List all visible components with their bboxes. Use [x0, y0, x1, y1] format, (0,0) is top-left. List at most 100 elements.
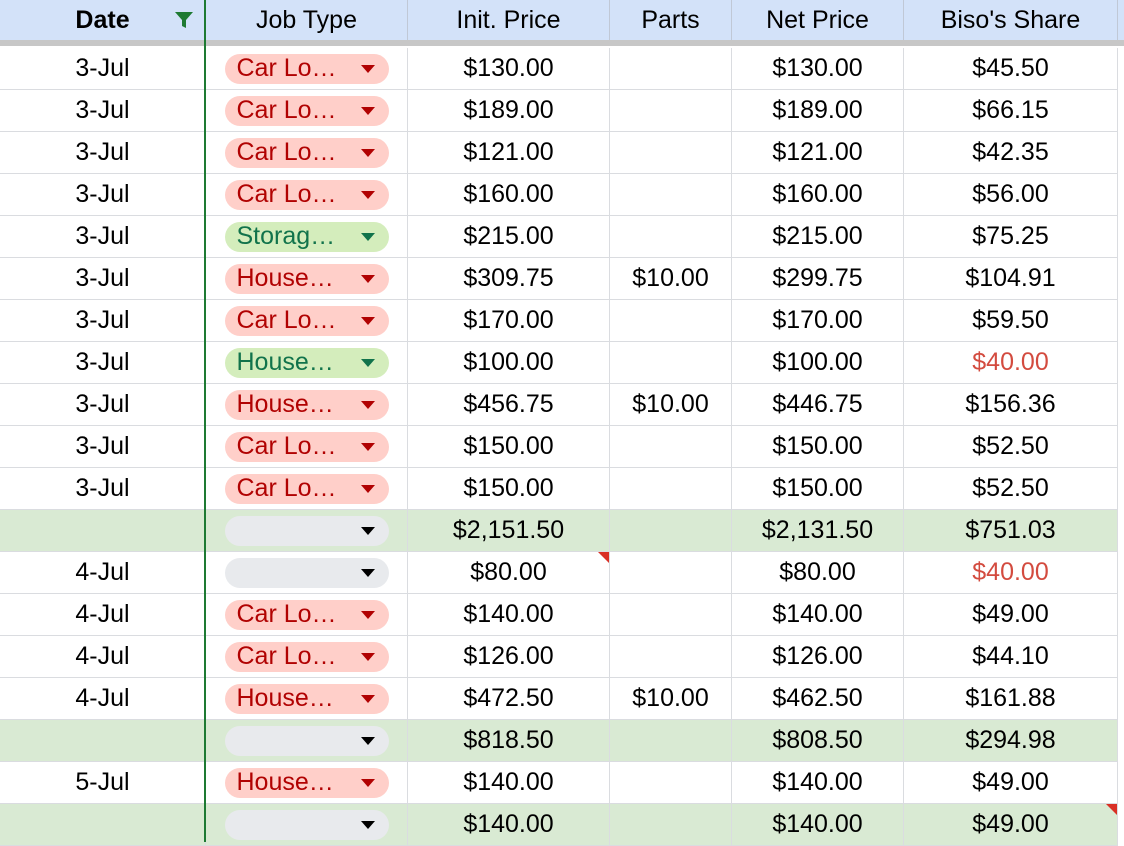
cell-bisos-share[interactable]: $56.00	[904, 174, 1118, 216]
cell-job-type[interactable]: Car Lo…	[206, 90, 408, 132]
cell-date[interactable]: 3-Jul	[0, 90, 206, 132]
job-type-dropdown[interactable]: House…	[224, 683, 389, 714]
chevron-down-icon[interactable]	[360, 316, 375, 325]
cell-job-type[interactable]: House…	[206, 342, 408, 384]
cell-job-type[interactable]: Car Lo…	[206, 468, 408, 510]
job-type-dropdown[interactable]: House…	[224, 347, 389, 378]
chevron-down-icon[interactable]	[360, 274, 375, 283]
cell-bisos-share[interactable]: $49.00	[904, 594, 1118, 636]
cell-date[interactable]: 3-Jul	[0, 216, 206, 258]
cell-bisos-share[interactable]: $75.25	[904, 216, 1118, 258]
cell-date[interactable]: 4-Jul	[0, 678, 206, 720]
job-type-dropdown[interactable]: Car Lo…	[224, 641, 389, 672]
cell-init-price[interactable]: $160.00	[408, 174, 610, 216]
cell-net-price[interactable]: $2,131.50	[732, 510, 904, 552]
chevron-down-icon[interactable]	[360, 526, 375, 535]
header-bisos-share[interactable]: Biso's Share	[904, 0, 1118, 40]
job-type-dropdown[interactable]: Car Lo…	[224, 179, 389, 210]
cell-date[interactable]: 3-Jul	[0, 132, 206, 174]
cell-init-price[interactable]: $215.00	[408, 216, 610, 258]
cell-net-price[interactable]: $170.00	[732, 300, 904, 342]
header-init-price[interactable]: Init. Price	[408, 0, 610, 40]
chevron-down-icon[interactable]	[360, 610, 375, 619]
cell-net-price[interactable]: $140.00	[732, 762, 904, 804]
chevron-down-icon[interactable]	[360, 358, 375, 367]
cell-net-price[interactable]: $150.00	[732, 426, 904, 468]
cell-parts[interactable]	[610, 468, 732, 510]
cell-date[interactable]: 3-Jul	[0, 300, 206, 342]
cell-parts[interactable]	[610, 216, 732, 258]
cell-init-price[interactable]: $2,151.50	[408, 510, 610, 552]
job-type-dropdown[interactable]: Car Lo…	[224, 137, 389, 168]
cell-job-type[interactable]	[206, 552, 408, 594]
cell-init-price[interactable]: $818.50	[408, 720, 610, 762]
cell-init-price[interactable]: $80.00	[408, 552, 610, 594]
cell-bisos-share[interactable]: $49.00	[904, 804, 1118, 846]
cell-parts[interactable]	[610, 720, 732, 762]
cell-net-price[interactable]: $80.00	[732, 552, 904, 594]
cell-net-price[interactable]: $130.00	[732, 48, 904, 90]
chevron-down-icon[interactable]	[360, 694, 375, 703]
cell-date[interactable]: 4-Jul	[0, 594, 206, 636]
cell-parts[interactable]	[610, 90, 732, 132]
header-job-type[interactable]: Job Type	[206, 0, 408, 40]
cell-init-price[interactable]: $130.00	[408, 48, 610, 90]
cell-init-price[interactable]: $150.00	[408, 426, 610, 468]
job-type-dropdown[interactable]: House…	[224, 263, 389, 294]
filter-icon[interactable]	[173, 9, 195, 31]
cell-init-price[interactable]: $309.75	[408, 258, 610, 300]
cell-init-price[interactable]: $170.00	[408, 300, 610, 342]
frozen-column-divider[interactable]	[204, 0, 206, 842]
job-type-dropdown[interactable]: House…	[224, 389, 389, 420]
cell-bisos-share[interactable]: $52.50	[904, 468, 1118, 510]
comment-marker-icon[interactable]	[1106, 804, 1117, 815]
cell-date[interactable]	[0, 804, 206, 846]
header-parts[interactable]: Parts	[610, 0, 732, 40]
cell-net-price[interactable]: $462.50	[732, 678, 904, 720]
cell-net-price[interactable]: $150.00	[732, 468, 904, 510]
cell-bisos-share[interactable]: $42.35	[904, 132, 1118, 174]
cell-init-price[interactable]: $100.00	[408, 342, 610, 384]
job-type-dropdown[interactable]: Car Lo…	[224, 53, 389, 84]
cell-parts[interactable]	[610, 132, 732, 174]
cell-parts[interactable]	[610, 426, 732, 468]
cell-job-type[interactable]: Car Lo…	[206, 132, 408, 174]
cell-net-price[interactable]: $140.00	[732, 594, 904, 636]
cell-date[interactable]: 3-Jul	[0, 342, 206, 384]
cell-bisos-share[interactable]: $40.00	[904, 552, 1118, 594]
cell-net-price[interactable]: $126.00	[732, 636, 904, 678]
chevron-down-icon[interactable]	[360, 736, 375, 745]
cell-parts[interactable]: $10.00	[610, 384, 732, 426]
job-type-dropdown[interactable]: Car Lo…	[224, 431, 389, 462]
cell-date[interactable]: 3-Jul	[0, 426, 206, 468]
cell-job-type[interactable]: House…	[206, 678, 408, 720]
cell-job-type[interactable]: House…	[206, 762, 408, 804]
cell-init-price[interactable]: $456.75	[408, 384, 610, 426]
cell-bisos-share[interactable]: $52.50	[904, 426, 1118, 468]
cell-bisos-share[interactable]: $294.98	[904, 720, 1118, 762]
cell-parts[interactable]: $10.00	[610, 678, 732, 720]
header-net-price[interactable]: Net Price	[732, 0, 904, 40]
cell-parts[interactable]	[610, 804, 732, 846]
cell-date[interactable]: 4-Jul	[0, 552, 206, 594]
cell-job-type[interactable]: House…	[206, 258, 408, 300]
cell-date[interactable]: 3-Jul	[0, 174, 206, 216]
cell-date[interactable]	[0, 720, 206, 762]
chevron-down-icon[interactable]	[360, 232, 375, 241]
cell-job-type[interactable]: House…	[206, 384, 408, 426]
job-type-dropdown[interactable]: House…	[224, 767, 389, 798]
cell-date[interactable]: 3-Jul	[0, 48, 206, 90]
cell-net-price[interactable]: $140.00	[732, 804, 904, 846]
chevron-down-icon[interactable]	[360, 820, 375, 829]
cell-bisos-share[interactable]: $161.88	[904, 678, 1118, 720]
cell-bisos-share[interactable]: $59.50	[904, 300, 1118, 342]
job-type-dropdown[interactable]	[224, 725, 389, 756]
frozen-row-divider[interactable]	[0, 40, 1124, 46]
cell-date[interactable]: 3-Jul	[0, 258, 206, 300]
chevron-down-icon[interactable]	[360, 568, 375, 577]
cell-parts[interactable]	[610, 762, 732, 804]
cell-job-type[interactable]: Car Lo…	[206, 426, 408, 468]
cell-init-price[interactable]: $126.00	[408, 636, 610, 678]
cell-job-type[interactable]: Car Lo…	[206, 636, 408, 678]
cell-net-price[interactable]: $100.00	[732, 342, 904, 384]
